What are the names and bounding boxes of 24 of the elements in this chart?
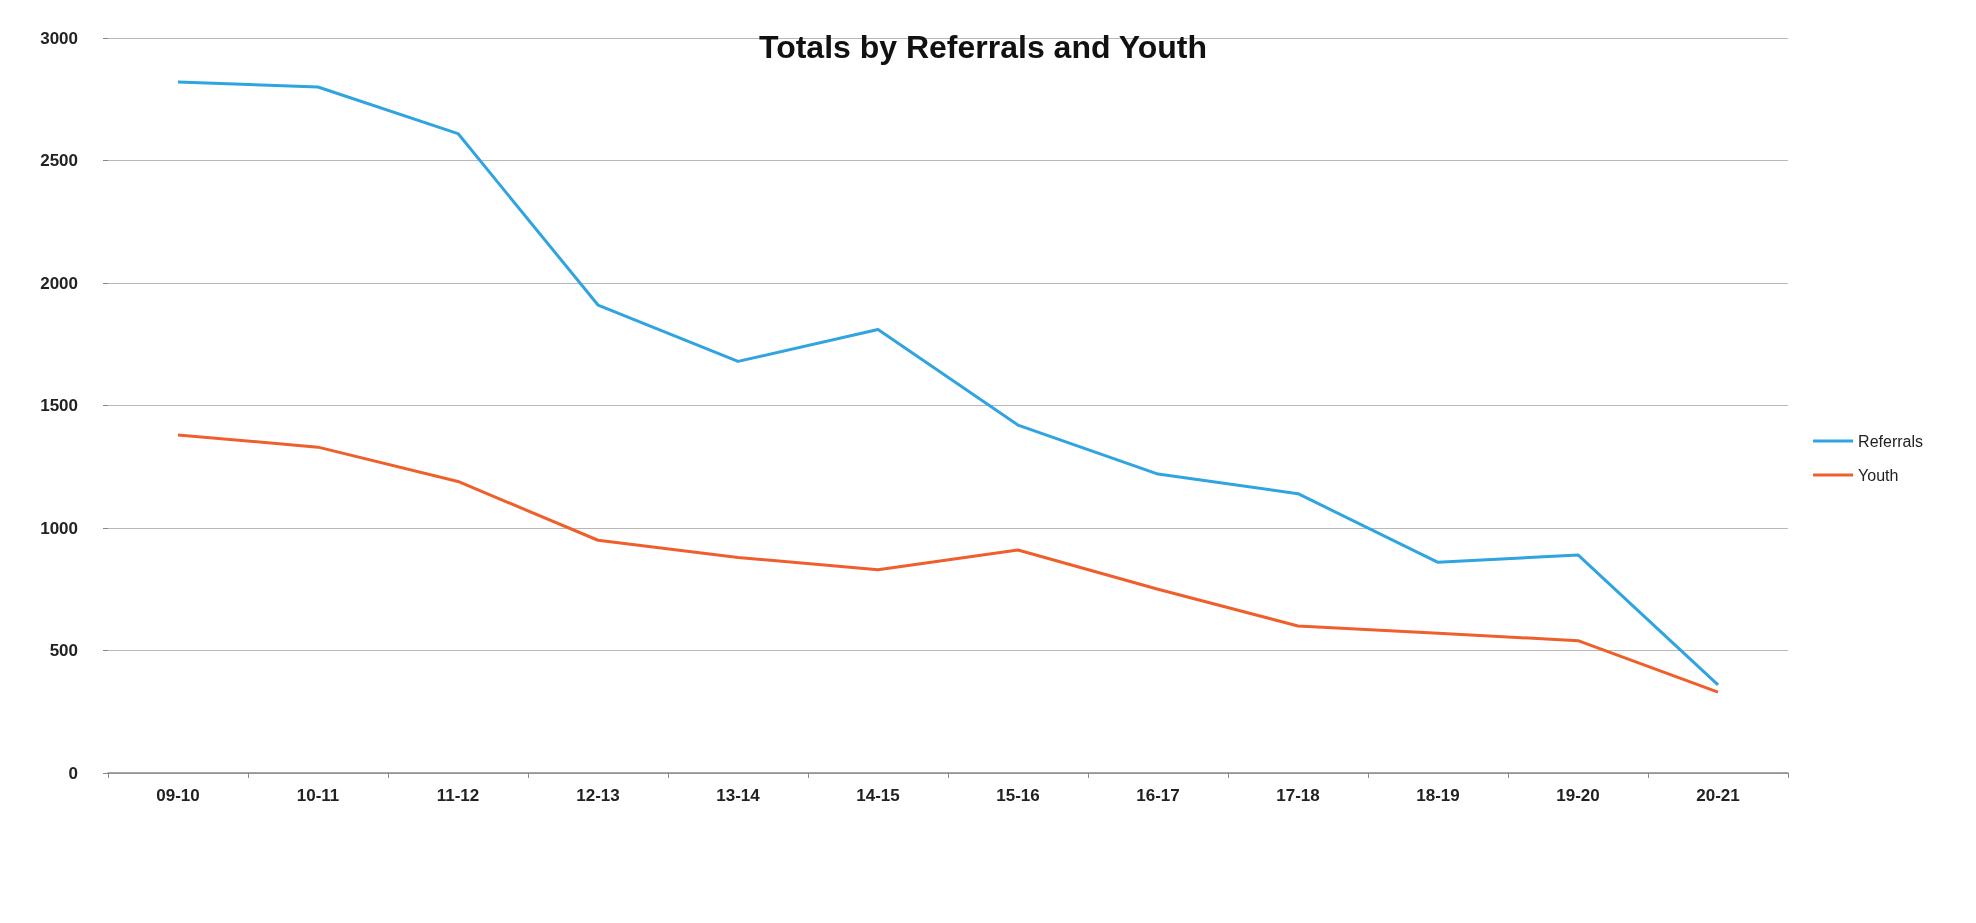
x-tick-label: 10-11 (296, 786, 340, 805)
y-tick-label: 0 (68, 763, 78, 783)
chart-title: Totals by Referrals and Youth (758, 29, 1208, 65)
line-series (176, 80, 1720, 687)
y-tick-label: 2500 (40, 151, 78, 170)
x-tick-label: 09-10 (156, 786, 200, 805)
y-tick-label: 3000 (40, 28, 78, 48)
x-tick-label: 13-14 (716, 786, 761, 805)
x-tick-label: 15-16 (996, 786, 1040, 805)
x-tick-label: 17-18 (1276, 786, 1320, 805)
legend-label: Referrals (1858, 432, 1923, 450)
y-tick-label: 2000 (40, 273, 78, 293)
y-tick-label: 1500 (40, 396, 78, 415)
x-tick-label: 14-15 (856, 786, 900, 805)
y-tick-label: 1000 (40, 518, 78, 538)
x-tick-label: 20-21 (1696, 786, 1740, 805)
x-tick-label: 18-19 (1416, 786, 1460, 805)
x-tick-label: 12-13 (576, 786, 620, 805)
line-series (176, 433, 1720, 694)
legend-label: Youth (1858, 466, 1899, 484)
x-tick-label: 11-12 (436, 786, 480, 805)
y-tick-label: 500 (49, 641, 78, 660)
x-tick-label: 19-20 (1556, 786, 1600, 805)
x-tick-label: 16-17 (1136, 786, 1180, 805)
